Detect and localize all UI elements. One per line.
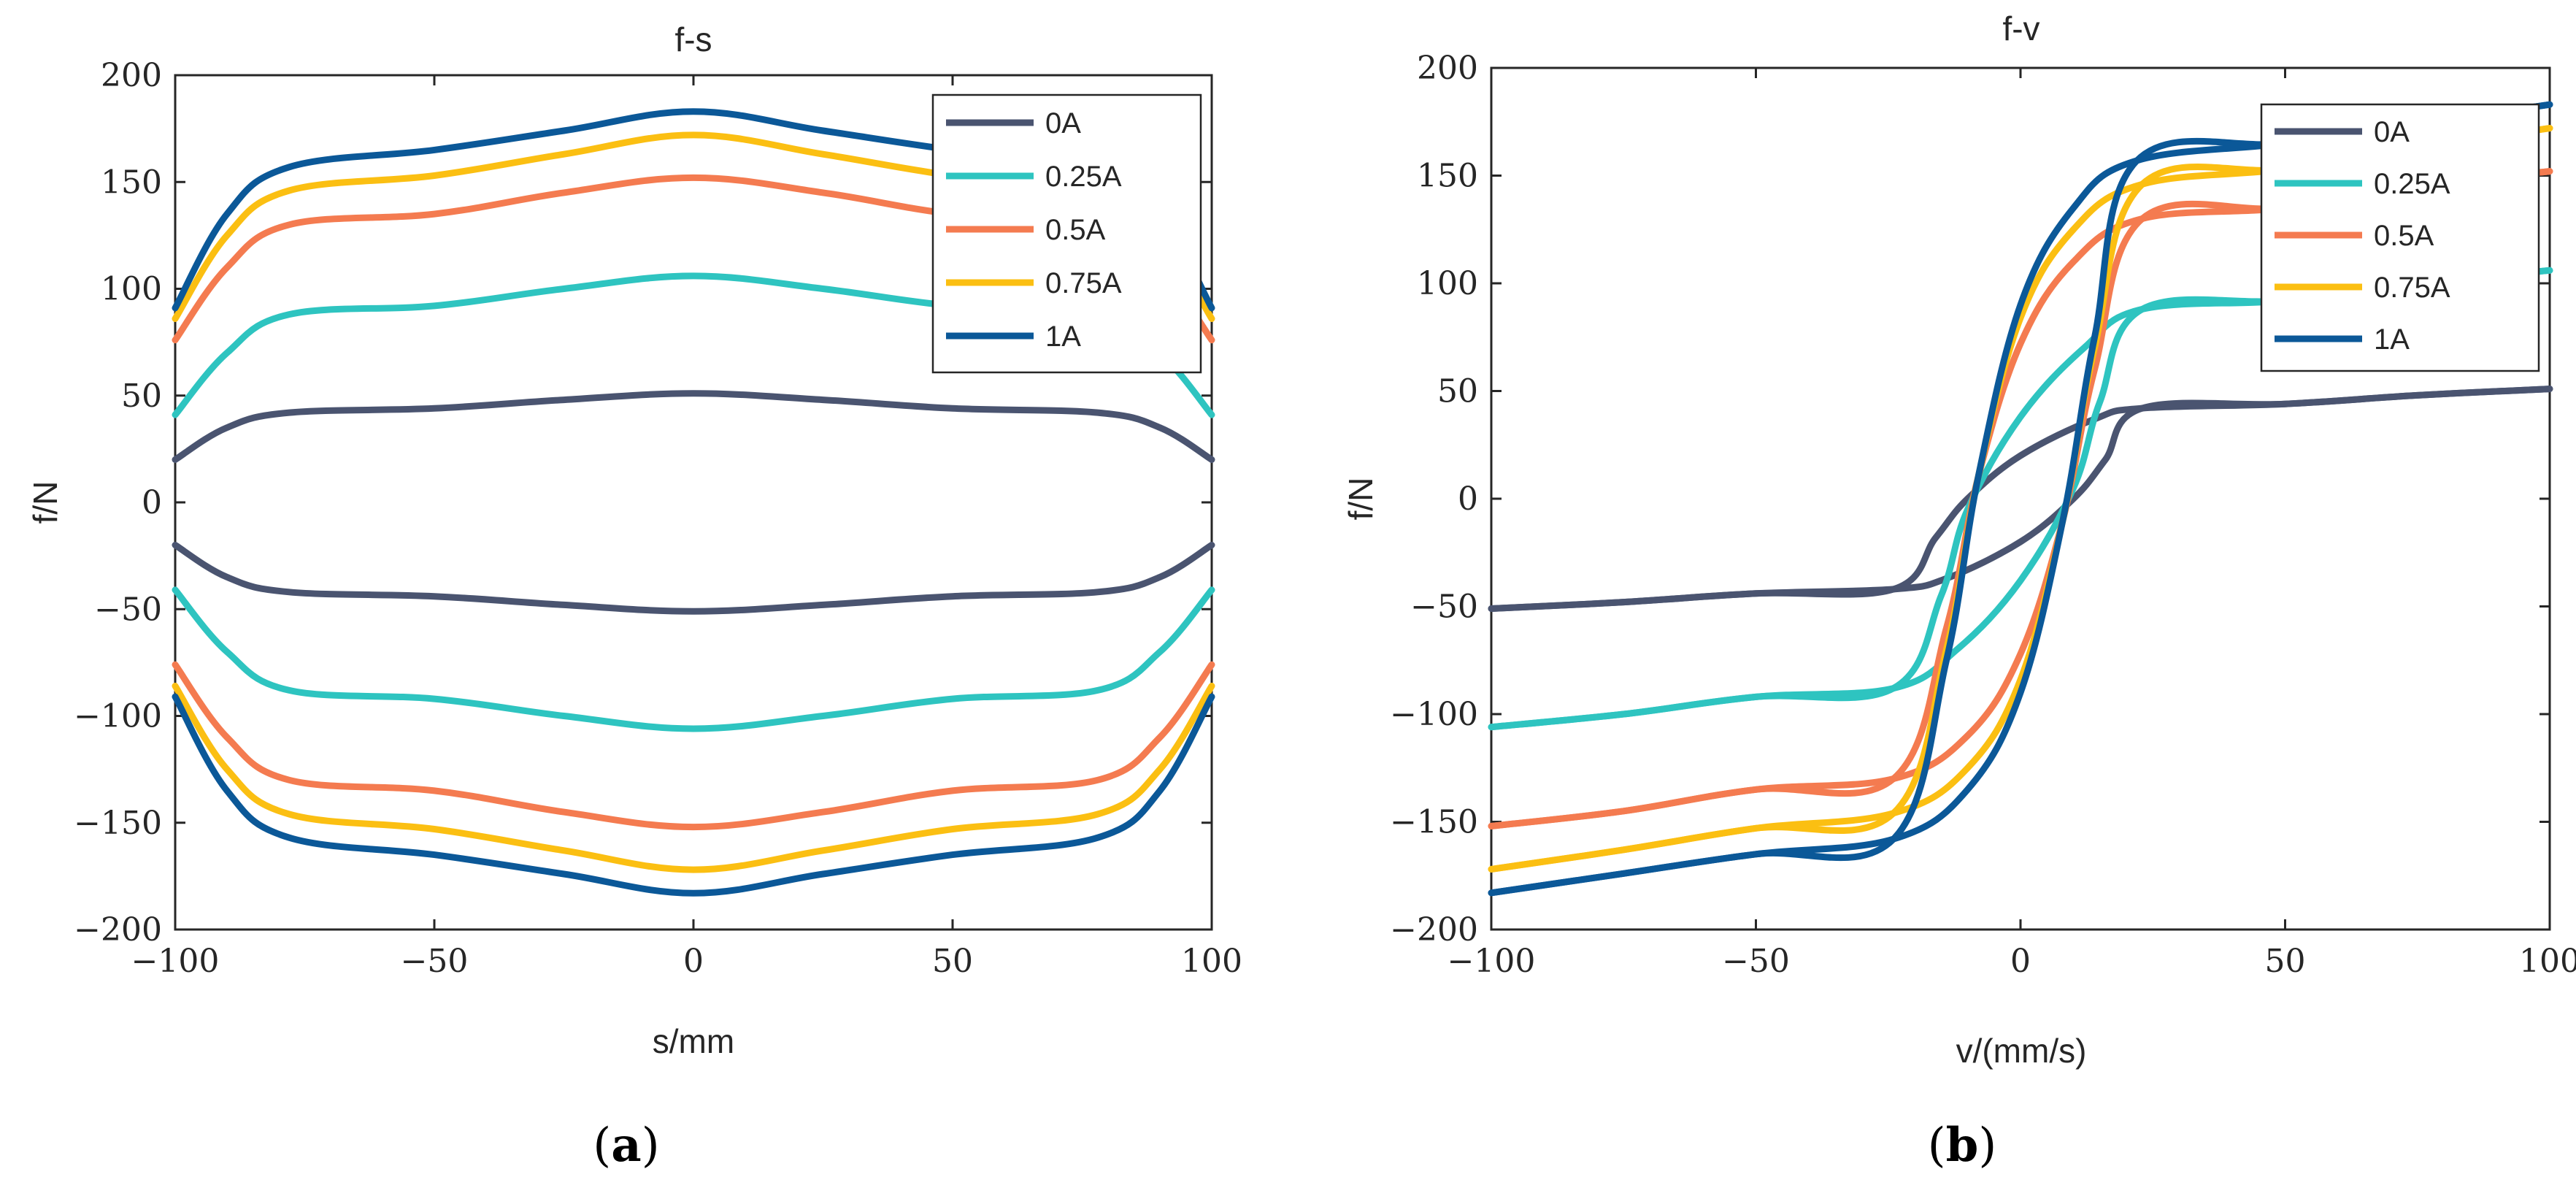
- panel-a-x-tick-label: 100: [1181, 943, 1242, 980]
- panel-b-y-tick-label: 100: [1417, 265, 1478, 302]
- panel-a-series-0_75A-branch-1: [172, 683, 1215, 873]
- panel-a-series-0_5A-branch-1: [172, 661, 1215, 831]
- panel-b-y-ticks: −200 −150 −100 −50 0 50 100 150 200: [1390, 50, 2550, 949]
- panel-a-series-0_25A-branch-1: [172, 586, 1215, 732]
- panel-a-series-1A-branch-1: [172, 693, 1215, 897]
- panel-a-y-tick-label: −100: [74, 698, 162, 735]
- caption-b-open: (: [1928, 1119, 1946, 1173]
- panel-a-x-tick-label: −100: [131, 943, 220, 980]
- panel-b-y-tick-label: 200: [1417, 50, 1478, 87]
- panel-a-legend-label: 1A: [1045, 321, 1081, 353]
- panel-a-title: f-s: [674, 20, 712, 58]
- panel-b-y-tick-label: −150: [1390, 804, 1478, 841]
- caption-b-letter: b: [1946, 1118, 1979, 1173]
- panel-a-legend-label: 0.75A: [1045, 267, 1122, 299]
- caption-a-letter: a: [611, 1118, 641, 1173]
- panel-b-y-tick-label: −200: [1390, 911, 1478, 949]
- caption-b-close: ): [1978, 1119, 1996, 1173]
- panel-a-x-axis-label: s/mm: [653, 1022, 734, 1060]
- panel-a-legend-label: 0.25A: [1045, 161, 1122, 193]
- panel-a-f-s-chart: f-s −100 −50 0 50 100 −200 −150 −100 −50 0 50 100 1…: [26, 20, 1242, 1060]
- panel-b-legend: 0A 0.25A 0.5A 0.75A 1A: [2260, 103, 2540, 372]
- panel-b-y-tick-label: −50: [1410, 589, 1478, 626]
- caption-b: (b): [1928, 1118, 1997, 1173]
- panel-b-y-axis-label: f/N: [1342, 478, 1380, 521]
- panel-b-y-tick-label: −100: [1390, 696, 1478, 733]
- caption-a: (a): [593, 1118, 659, 1173]
- panel-a-y-tick-label: 50: [121, 378, 162, 415]
- panel-b-series-0A-branch-1: [1488, 386, 2553, 612]
- panel-b-legend-label: 0.75A: [2374, 272, 2450, 304]
- panel-b-y-tick-label: 0: [1458, 480, 1478, 518]
- panel-a-legend-label: 0A: [1045, 107, 1081, 139]
- panel-a-legend: 0A 0.25A 0.5A 0.75A 1A: [931, 93, 1202, 374]
- panel-b-legend-label: 0.5A: [2374, 220, 2434, 252]
- panel-a-legend-label: 0.5A: [1045, 214, 1106, 246]
- panel-a-y-tick-label: 150: [101, 164, 162, 201]
- panel-a-series-0A-branch-0: [172, 390, 1215, 463]
- panel-b-x-tick-label: −50: [1722, 943, 1790, 980]
- panel-b-y-tick-label: 50: [1437, 373, 1478, 410]
- panel-a-y-axis-label: f/N: [26, 481, 64, 524]
- panel-a-y-tick-label: 200: [101, 57, 162, 94]
- panel-a-y-tick-label: 100: [101, 271, 162, 308]
- panel-a-x-tick-label: 50: [932, 943, 973, 980]
- panel-b-f-v-chart: f-v −100 −50 0 50 100 −200 −150 −100 −50 0 50 100 1…: [1342, 9, 2576, 1070]
- panel-b-x-tick-label: 50: [2265, 943, 2306, 980]
- panel-a-y-ticks: −200 −150 −100 −50 0 50 100 150 200: [74, 57, 1212, 949]
- panel-a-y-tick-label: −50: [94, 591, 162, 628]
- caption-a-close: ): [642, 1119, 660, 1173]
- panel-a-y-tick-label: −150: [74, 805, 162, 842]
- panel-a-x-tick-label: 0: [683, 943, 704, 980]
- panel-b-title: f-v: [2002, 9, 2039, 47]
- panel-b-x-tick-label: 0: [2010, 943, 2031, 980]
- caption-a-open: (: [593, 1119, 611, 1173]
- panel-b-legend-label: 1A: [2374, 323, 2410, 356]
- panel-b-x-ticks: −100 −50 0 50 100: [1447, 68, 2576, 980]
- panel-b-x-tick-label: −100: [1447, 943, 1536, 980]
- panel-b-legend-label: 0.25A: [2374, 168, 2450, 200]
- panel-a-y-tick-label: 0: [142, 484, 162, 521]
- panel-a-legend-box: [931, 93, 1202, 374]
- panel-a-series-0A-branch-1: [172, 542, 1215, 615]
- panel-b-x-tick-label: 100: [2519, 943, 2576, 980]
- panel-a-x-tick-label: −50: [401, 943, 469, 980]
- panel-b-legend-label: 0A: [2374, 116, 2410, 148]
- panel-b-x-axis-label: v/(mm/s): [1956, 1032, 2087, 1070]
- panel-a-x-ticks: −100 −50 0 50 100: [131, 75, 1242, 980]
- panel-b-y-tick-label: 150: [1417, 158, 1478, 195]
- panel-a-y-tick-label: −200: [74, 911, 162, 949]
